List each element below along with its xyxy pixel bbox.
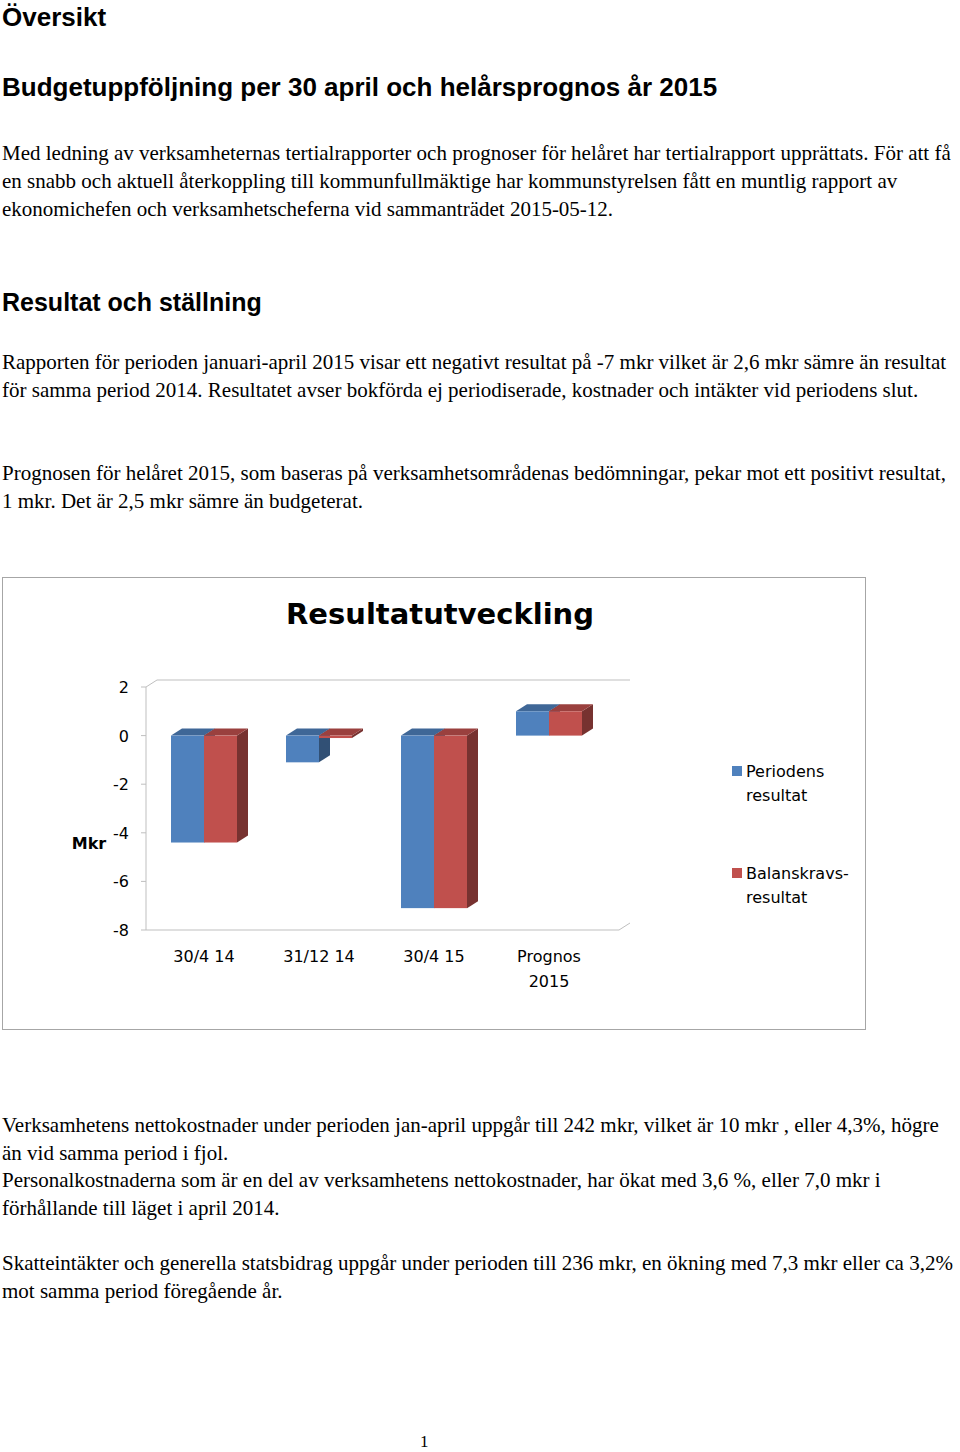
- legend-label: Balanskravs-resultat: [746, 864, 849, 907]
- paragraph: Verksamhetens nettokostnader under perio…: [2, 1111, 958, 1167]
- paragraph: Personalkostnaderna som är en del av ver…: [2, 1166, 958, 1222]
- paragraph: Med ledning av verksamheternas tertialra…: [2, 139, 958, 223]
- axis-frame: [157, 680, 630, 681]
- y-tick-label: 2: [119, 678, 129, 697]
- y-tick: [141, 687, 146, 688]
- y-tick: [141, 930, 146, 931]
- bar-3d: [549, 704, 593, 735]
- bar-3d: [319, 729, 363, 738]
- bar-top: [204, 729, 248, 736]
- axis-frame: [146, 680, 157, 687]
- bars: [171, 704, 593, 908]
- y-tick: [141, 832, 146, 833]
- bar-3d: [204, 729, 248, 843]
- bar-side: [467, 729, 478, 909]
- legend-swatch: [732, 868, 742, 878]
- chart-box: Resultatutveckling -8 -6 -4 -2 0 2 Mkr 30/4 14 31…: [2, 577, 866, 1030]
- bar: [401, 736, 434, 909]
- bar-3d: [434, 729, 478, 909]
- bar: [434, 736, 467, 909]
- x-tick-label: Prognos2015: [517, 947, 581, 991]
- chart: Resultatutveckling -8 -6 -4 -2 0 2 Mkr 30/4 14 31…: [3, 578, 865, 1029]
- chart-title: Resultatutveckling: [286, 597, 594, 631]
- page-heading: Översikt: [2, 2, 106, 33]
- page-title: Budgetuppföljning per 30 april och helår…: [2, 72, 717, 103]
- y-tick: [141, 881, 146, 882]
- y-tick-label: -8: [113, 921, 129, 940]
- x-tick-label: 30/4 15: [403, 947, 464, 966]
- y-tick-label: -4: [113, 824, 129, 843]
- bar: [286, 736, 319, 763]
- y-tick-label: -6: [113, 872, 129, 891]
- y-axis-label: Mkr: [72, 834, 107, 853]
- bar-top: [434, 729, 478, 736]
- bar: [171, 736, 204, 843]
- page-number: 1: [420, 1432, 429, 1452]
- bar-top: [549, 704, 593, 711]
- bar: [516, 711, 549, 735]
- y-tick: [141, 784, 146, 785]
- bar: [204, 736, 237, 843]
- bar: [319, 736, 352, 738]
- y-tick-label: 0: [119, 727, 129, 746]
- bar-side: [237, 729, 248, 843]
- y-tick-label: -2: [113, 775, 129, 794]
- axis-frame: [146, 930, 619, 931]
- bar-top: [319, 729, 363, 736]
- x-tick-label: 31/12 14: [283, 947, 355, 966]
- legend-swatch: [732, 766, 742, 776]
- y-axis: [146, 687, 147, 930]
- bar: [549, 711, 582, 735]
- paragraph: Skatteintäkter och generella statsbidrag…: [2, 1249, 958, 1305]
- y-tick: [141, 735, 146, 736]
- paragraph: Prognosen för helåret 2015, som baseras …: [2, 459, 958, 515]
- legend-label: Periodensresultat: [746, 762, 824, 805]
- axis-frame: [619, 923, 630, 930]
- paragraph: Rapporten för perioden januari-april 201…: [2, 348, 958, 404]
- x-tick-label: 30/4 14: [173, 947, 234, 966]
- section-heading: Resultat och ställning: [2, 288, 262, 317]
